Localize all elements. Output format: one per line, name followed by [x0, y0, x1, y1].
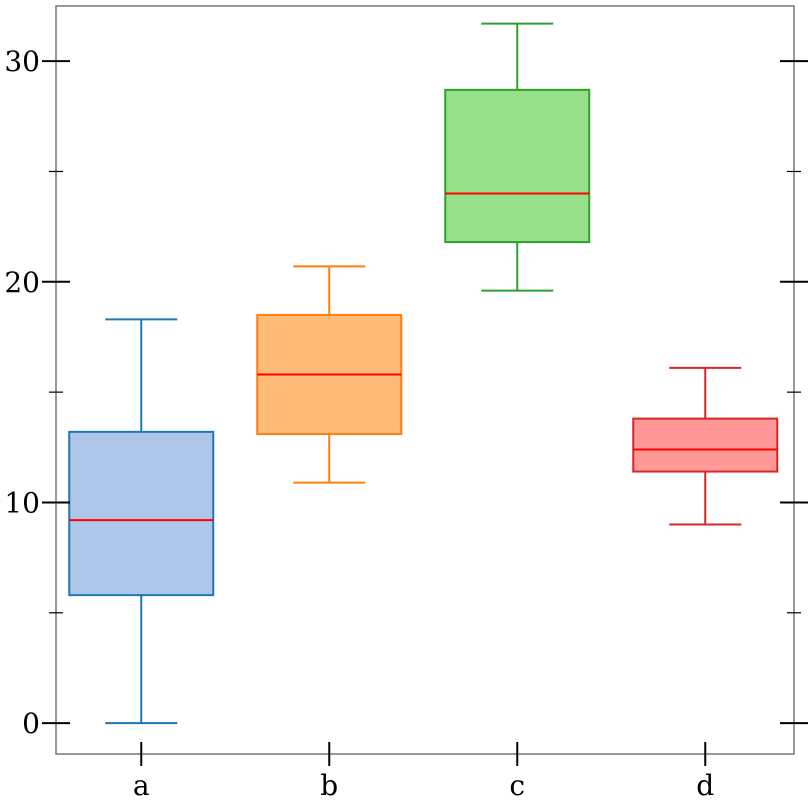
y-tick-label-0: 0 — [22, 707, 40, 740]
y-tick-label-20: 20 — [4, 266, 40, 299]
box-iqr-a — [68, 430, 215, 597]
plot-frame — [55, 5, 795, 755]
axes-layer: 0 10 20 30 a b c d — [4, 5, 808, 802]
y-tick-label-30: 30 — [4, 45, 40, 78]
x-tick-label-d: d — [696, 769, 714, 802]
box-iqr-c — [444, 88, 591, 244]
box-d — [632, 366, 779, 526]
box-c — [444, 22, 591, 292]
x-tick-label-a: a — [133, 769, 150, 802]
x-tick-label-b: b — [320, 769, 338, 802]
x-tick-label-c: c — [509, 769, 525, 802]
box-a — [68, 318, 215, 725]
y-tick-label-10: 10 — [4, 486, 40, 519]
box-b — [256, 265, 403, 484]
box-iqr-d — [632, 417, 779, 473]
boxes-layer — [68, 22, 779, 725]
